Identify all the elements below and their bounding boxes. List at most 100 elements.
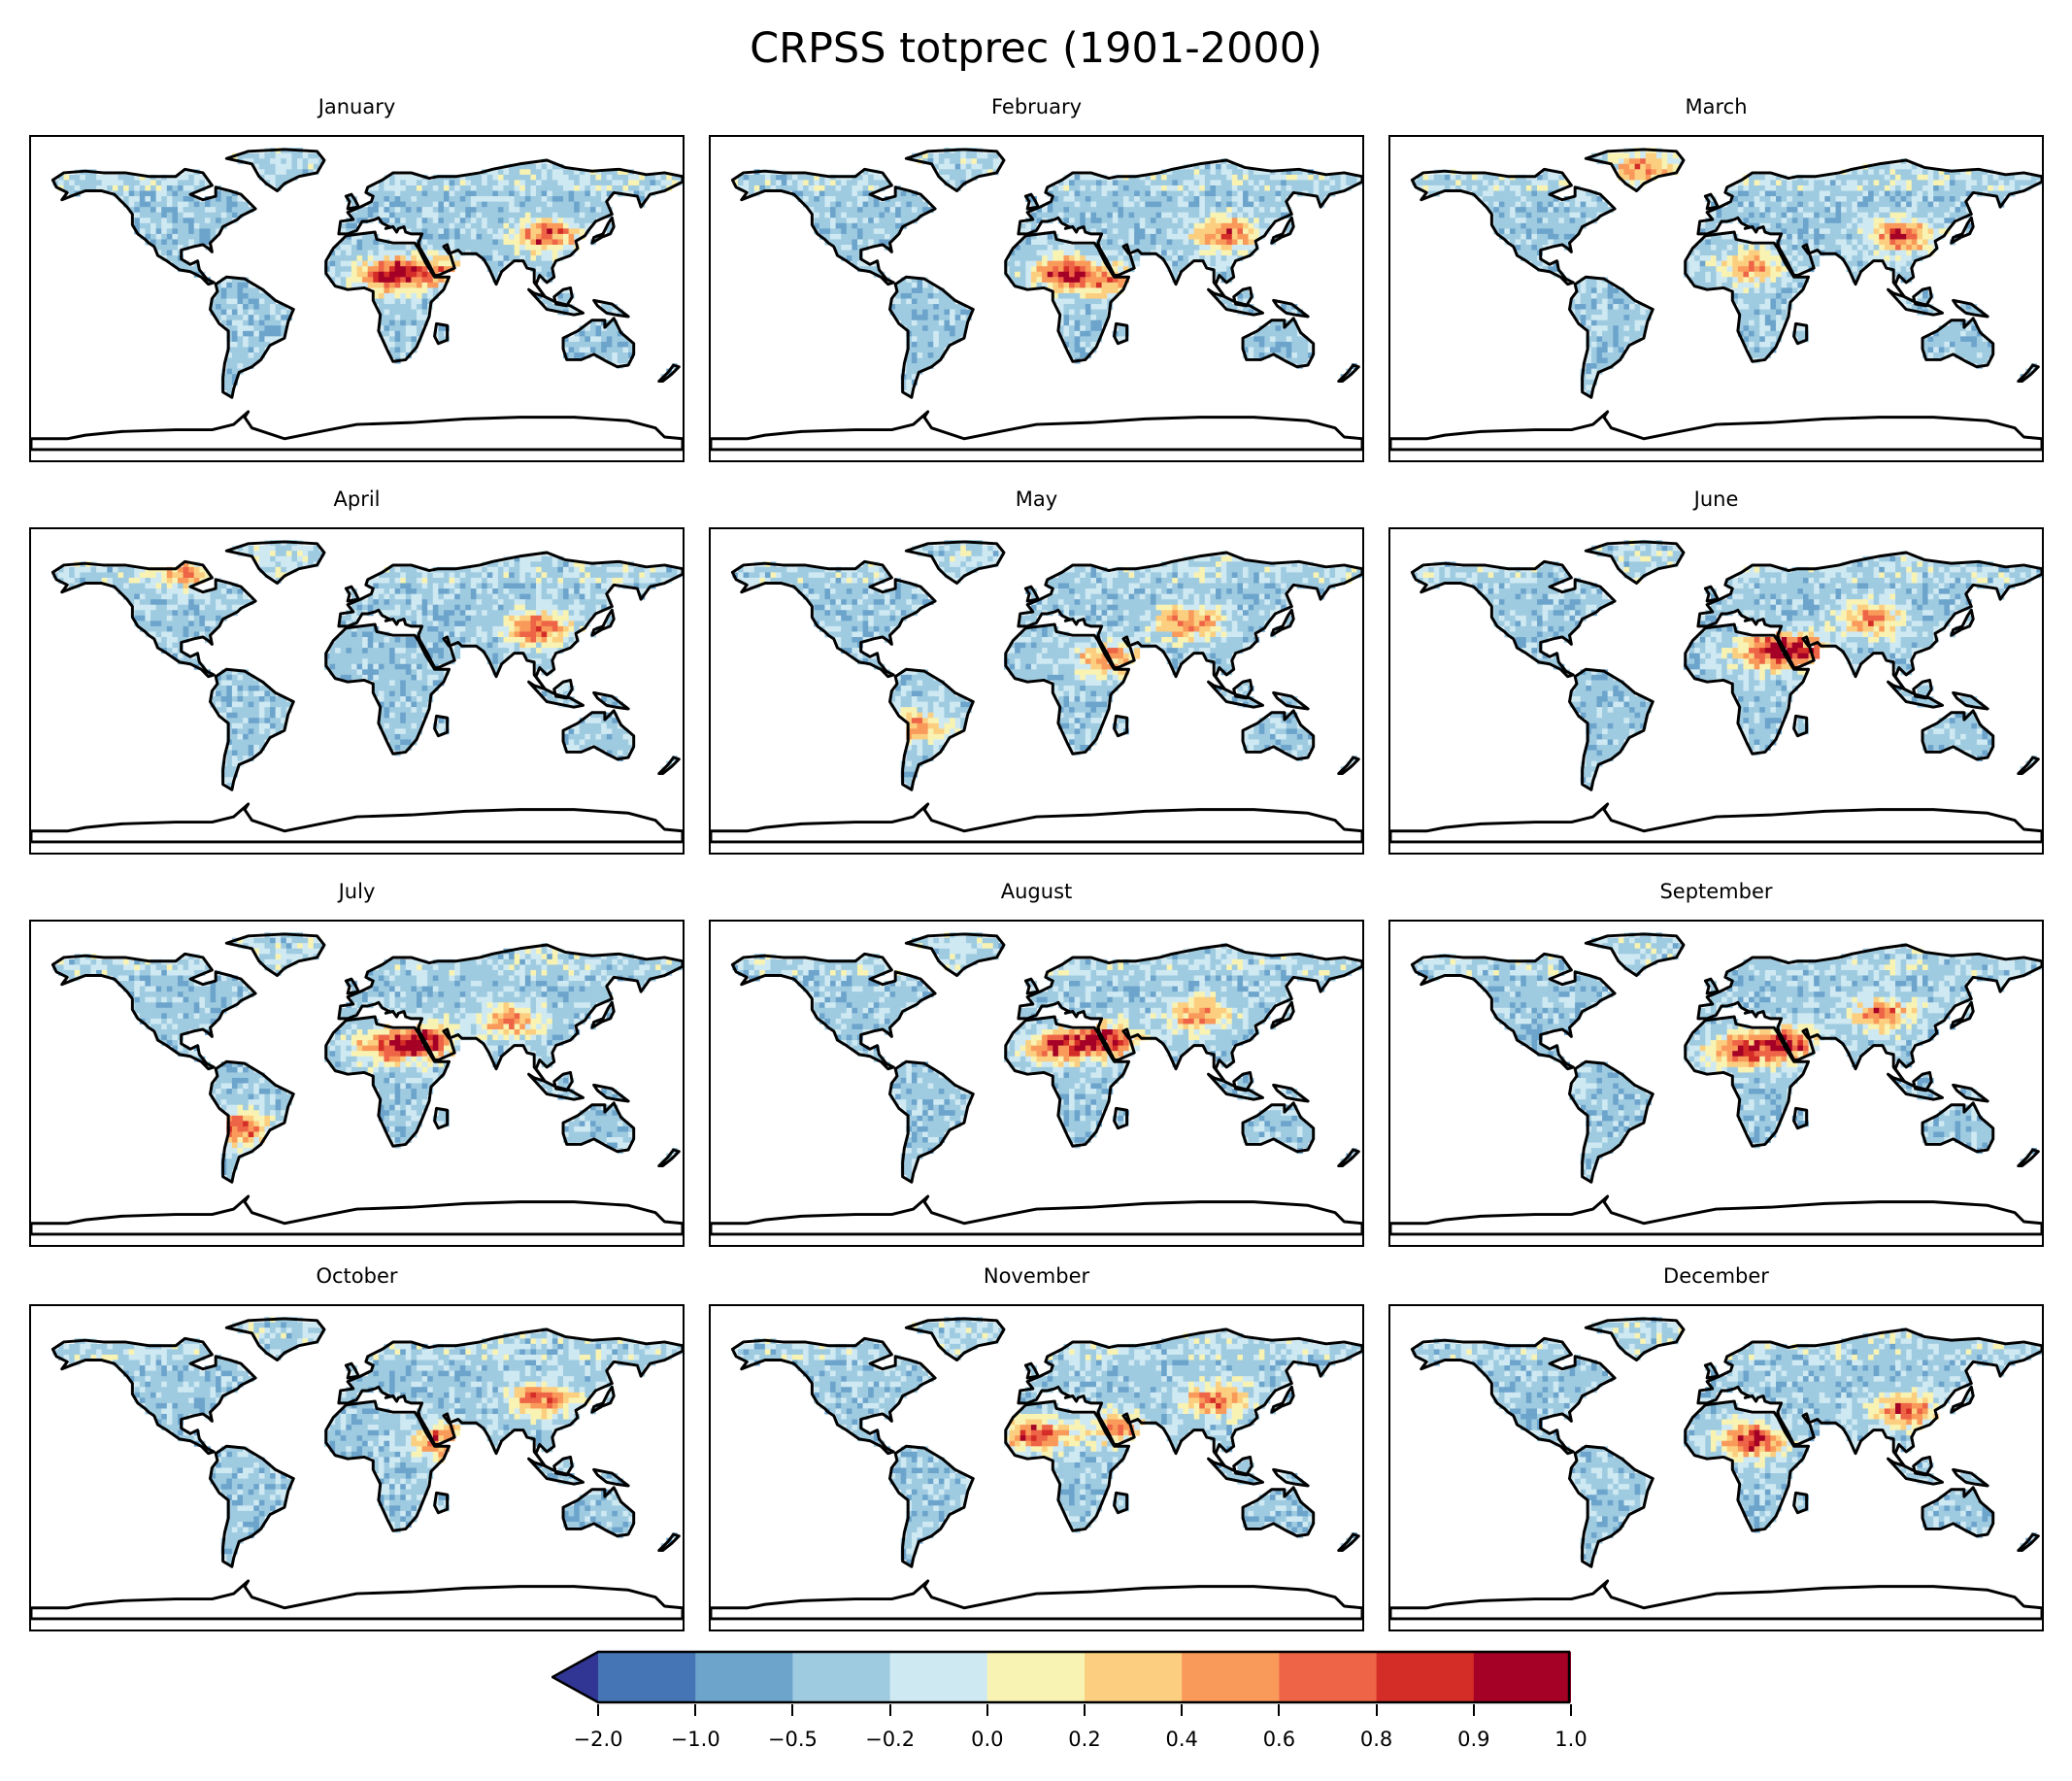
grid-cell	[770, 180, 777, 186]
grid-cell	[1613, 309, 1620, 316]
grid-cell	[819, 222, 825, 229]
grid-cell	[1607, 152, 1614, 159]
grid-cell	[514, 201, 520, 208]
grid-cell	[1575, 201, 1582, 208]
grid-cell	[574, 201, 581, 208]
grid-cell	[400, 266, 407, 273]
grid-cell	[220, 298, 227, 305]
grid-cell	[2020, 180, 2026, 186]
grid-cell	[69, 185, 76, 191]
grid-cell	[562, 185, 569, 191]
grid-cell	[1220, 260, 1227, 267]
grid-cell	[1770, 190, 1777, 197]
grid-cell	[819, 190, 825, 197]
grid-cell	[1096, 277, 1103, 284]
grid-cell	[601, 174, 608, 181]
grid-cell	[346, 250, 352, 256]
grid-cell	[1841, 196, 1848, 202]
grid-cell	[536, 180, 543, 186]
grid-cell	[199, 174, 206, 181]
grid-cell	[432, 190, 439, 197]
grid-cell	[427, 239, 434, 246]
grid-cell	[1781, 292, 1788, 299]
grid-cell	[1586, 218, 1592, 224]
grid-cell	[917, 282, 923, 288]
grid-cell	[492, 212, 499, 218]
grid-cell	[486, 201, 493, 208]
grid-cell	[589, 218, 596, 224]
grid-cell	[1770, 244, 1777, 251]
grid-cell	[1220, 250, 1227, 256]
grid-cell	[1074, 277, 1081, 284]
grid-cell	[497, 250, 504, 256]
grid-cell	[1269, 336, 1276, 343]
grid-cell	[509, 180, 516, 186]
grid-cell	[1166, 207, 1173, 214]
grid-cell	[161, 218, 168, 224]
grid-cell	[1710, 266, 1717, 273]
grid-cell	[1090, 212, 1097, 218]
grid-cell	[204, 207, 211, 214]
grid-cell	[1521, 244, 1527, 251]
grid-cell	[1852, 222, 1858, 229]
grid-cell	[1242, 196, 1249, 202]
grid-cell	[1009, 266, 1016, 273]
grid-cell	[1498, 212, 1505, 218]
grid-cell	[1754, 298, 1760, 305]
grid-cell	[1716, 277, 1722, 284]
grid-cell	[1841, 250, 1848, 256]
grid-cell	[1580, 207, 1587, 214]
grid-cell	[1835, 185, 1842, 191]
grid-cell	[492, 196, 499, 202]
grid-cell	[1873, 218, 1880, 224]
grid-cell	[1264, 336, 1271, 343]
grid-cell	[927, 292, 934, 299]
grid-cell	[248, 152, 254, 159]
grid-cell	[1172, 266, 1179, 273]
grid-cell	[449, 218, 455, 224]
grid-cell	[944, 304, 951, 311]
grid-cell	[1868, 255, 1875, 262]
grid-cell	[243, 304, 250, 311]
grid-cell	[595, 201, 602, 208]
grid-cell	[1922, 212, 1928, 218]
grid-cell	[906, 292, 913, 299]
grid-cell	[389, 260, 396, 267]
grid-cell	[841, 218, 848, 224]
grid-cell	[797, 190, 804, 197]
grid-cell	[258, 336, 265, 343]
grid-cell	[454, 218, 461, 224]
grid-cell	[551, 244, 558, 251]
grid-cell	[1281, 353, 1287, 358]
grid-cell	[519, 196, 526, 202]
grid-cell	[400, 298, 407, 305]
grid-cell	[1824, 196, 1831, 202]
grid-cell	[1483, 180, 1489, 186]
grid-cell	[868, 201, 875, 208]
grid-cell	[906, 353, 913, 358]
grid-cell	[161, 250, 168, 256]
grid-cell	[1933, 233, 1940, 240]
grid-cell	[1749, 325, 1755, 332]
grid-cell	[819, 201, 825, 208]
grid-cell	[417, 315, 423, 321]
grid-cell	[1770, 228, 1777, 235]
grid-cell	[1493, 201, 1500, 208]
grid-cell	[1231, 233, 1238, 240]
grid-cell	[248, 357, 254, 364]
grid-cell	[1563, 207, 1570, 214]
grid-cell	[1879, 201, 1886, 208]
grid-cell	[237, 201, 244, 208]
grid-cell	[1688, 260, 1695, 267]
grid-cell	[220, 201, 227, 208]
grid-cell	[950, 174, 956, 181]
grid-cell	[536, 201, 543, 208]
grid-cell	[1900, 266, 1907, 273]
grid-cell	[1009, 255, 1016, 262]
grid-cell	[486, 218, 493, 224]
grid-cell	[117, 180, 124, 186]
grid-cell	[911, 309, 918, 316]
grid-cell	[841, 244, 848, 251]
grid-cell	[1732, 282, 1739, 288]
grid-cell	[1269, 207, 1276, 214]
